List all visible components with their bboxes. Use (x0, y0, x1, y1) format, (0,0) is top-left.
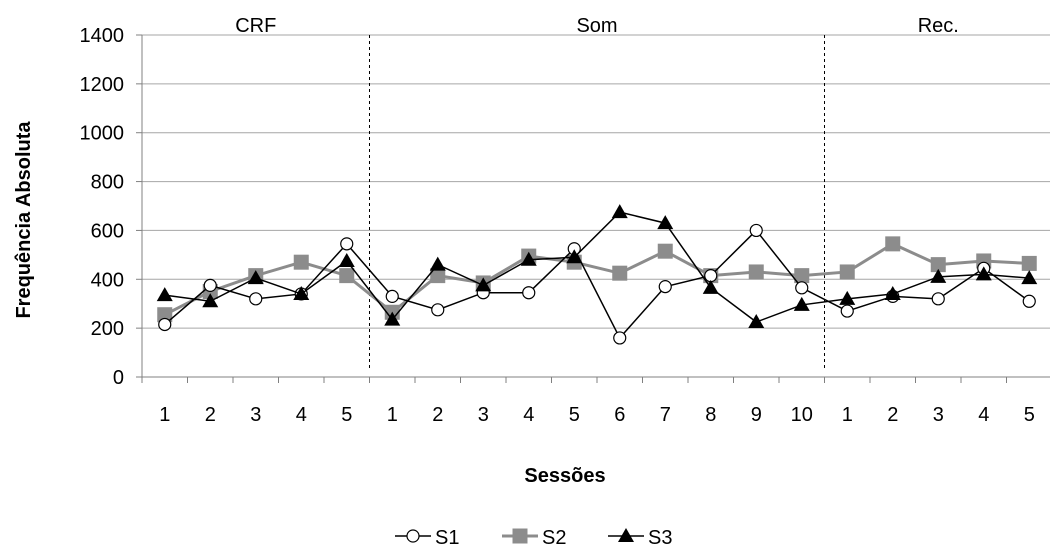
series-s3 (156, 204, 1038, 329)
point-marker (749, 223, 763, 238)
point-marker (384, 311, 401, 326)
x-tick-label: 8 (705, 404, 716, 426)
point-marker (566, 249, 583, 264)
y-tick-label: 1400 (80, 25, 125, 47)
x-tick-label: 2 (887, 404, 898, 426)
x-tick-label: 5 (341, 404, 352, 426)
x-tick-label: 6 (614, 404, 625, 426)
point-marker (657, 215, 674, 230)
x-tick-label: 1 (842, 404, 853, 426)
point-marker (884, 285, 901, 300)
y-tick-label: 0 (113, 367, 124, 389)
point-marker (202, 293, 219, 308)
point-marker (512, 528, 528, 544)
legend-label: S2 (542, 527, 566, 547)
point-marker (1021, 255, 1037, 271)
x-tick-label: 10 (791, 404, 813, 426)
legend-item-s1: S1 (395, 527, 459, 547)
point-marker (704, 269, 718, 283)
point-marker (406, 529, 420, 543)
point-marker (975, 266, 992, 281)
y-tick-labels: 0 200 400 600 800 1000 1200 1400 (80, 25, 125, 389)
x-tick-label: 4 (523, 404, 534, 426)
y-tick-label: 1200 (80, 74, 125, 96)
x-tick-label: 2 (205, 404, 216, 426)
x-tick-label: 9 (751, 404, 762, 426)
point-marker (885, 236, 901, 252)
point-marker (431, 303, 445, 317)
point-marker (293, 254, 309, 270)
point-marker (931, 292, 945, 306)
point-marker (520, 251, 537, 266)
x-tick-label: 3 (478, 404, 489, 426)
series-s1 (158, 223, 1036, 345)
series-line (164, 229, 1030, 340)
axes (136, 34, 1050, 383)
x-tick-label: 5 (1024, 404, 1035, 426)
x-tick-label: 4 (978, 404, 989, 426)
point-marker (475, 277, 492, 292)
point-marker (930, 268, 947, 283)
y-tick-label: 200 (91, 318, 124, 340)
x-tick-label: 5 (569, 404, 580, 426)
point-marker (748, 314, 765, 329)
point-marker (293, 285, 310, 300)
x-tick-label: 3 (250, 404, 261, 426)
point-marker (339, 268, 355, 284)
point-marker (522, 286, 536, 300)
legend-item-s2: S2 (502, 527, 566, 547)
point-marker (338, 252, 355, 267)
point-marker (793, 296, 810, 311)
series-line (164, 211, 1030, 323)
point-marker (618, 528, 634, 542)
y-tick-label: 600 (91, 220, 124, 242)
legend-item-s3: S3 (608, 527, 672, 547)
point-marker (612, 265, 628, 281)
point-marker (611, 204, 628, 219)
point-marker (385, 289, 399, 303)
point-marker (658, 280, 672, 294)
x-tick-label: 4 (296, 404, 307, 426)
point-marker (840, 304, 854, 318)
point-marker (839, 290, 856, 305)
point-marker (203, 278, 217, 292)
phase-label: Rec. (918, 15, 959, 37)
point-marker (1021, 270, 1038, 285)
legend-label: S1 (435, 527, 459, 547)
point-marker (429, 256, 446, 271)
gridlines (142, 34, 1050, 329)
legend: S1 S2 S3 (395, 527, 672, 547)
phase-label: Som (576, 15, 617, 37)
x-tick-label: 7 (660, 404, 671, 426)
x-tick-label: 1 (159, 404, 170, 426)
point-marker (795, 281, 809, 295)
point-marker (613, 331, 627, 345)
y-tick-label: 1000 (80, 123, 125, 145)
point-marker (340, 237, 354, 251)
point-marker (748, 264, 764, 280)
point-marker (158, 317, 172, 332)
point-marker (249, 292, 263, 306)
y-axis-title: Frequência Absoluta (13, 121, 35, 319)
x-tick-label: 3 (933, 404, 944, 426)
point-marker (839, 264, 855, 280)
point-marker (657, 243, 673, 259)
x-tick-labels: 1 2 3 4 5 1 2 3 4 5 6 7 8 9 10 1 2 3 4 5 (159, 404, 1035, 426)
phase-dividers: CRF Som Rec. (235, 15, 959, 369)
point-marker (247, 270, 264, 285)
series-line (164, 242, 1030, 317)
phase-label: CRF (235, 15, 276, 37)
point-marker (702, 279, 719, 294)
x-tick-label: 1 (387, 404, 398, 426)
x-axis-title: Sessões (524, 465, 605, 487)
point-marker (1022, 294, 1036, 308)
series-lines (156, 204, 1038, 345)
y-tick-label: 400 (91, 269, 124, 291)
legend-label: S3 (648, 527, 672, 547)
point-marker (156, 287, 173, 302)
x-tick-label: 2 (432, 404, 443, 426)
y-tick-label: 800 (91, 172, 124, 194)
